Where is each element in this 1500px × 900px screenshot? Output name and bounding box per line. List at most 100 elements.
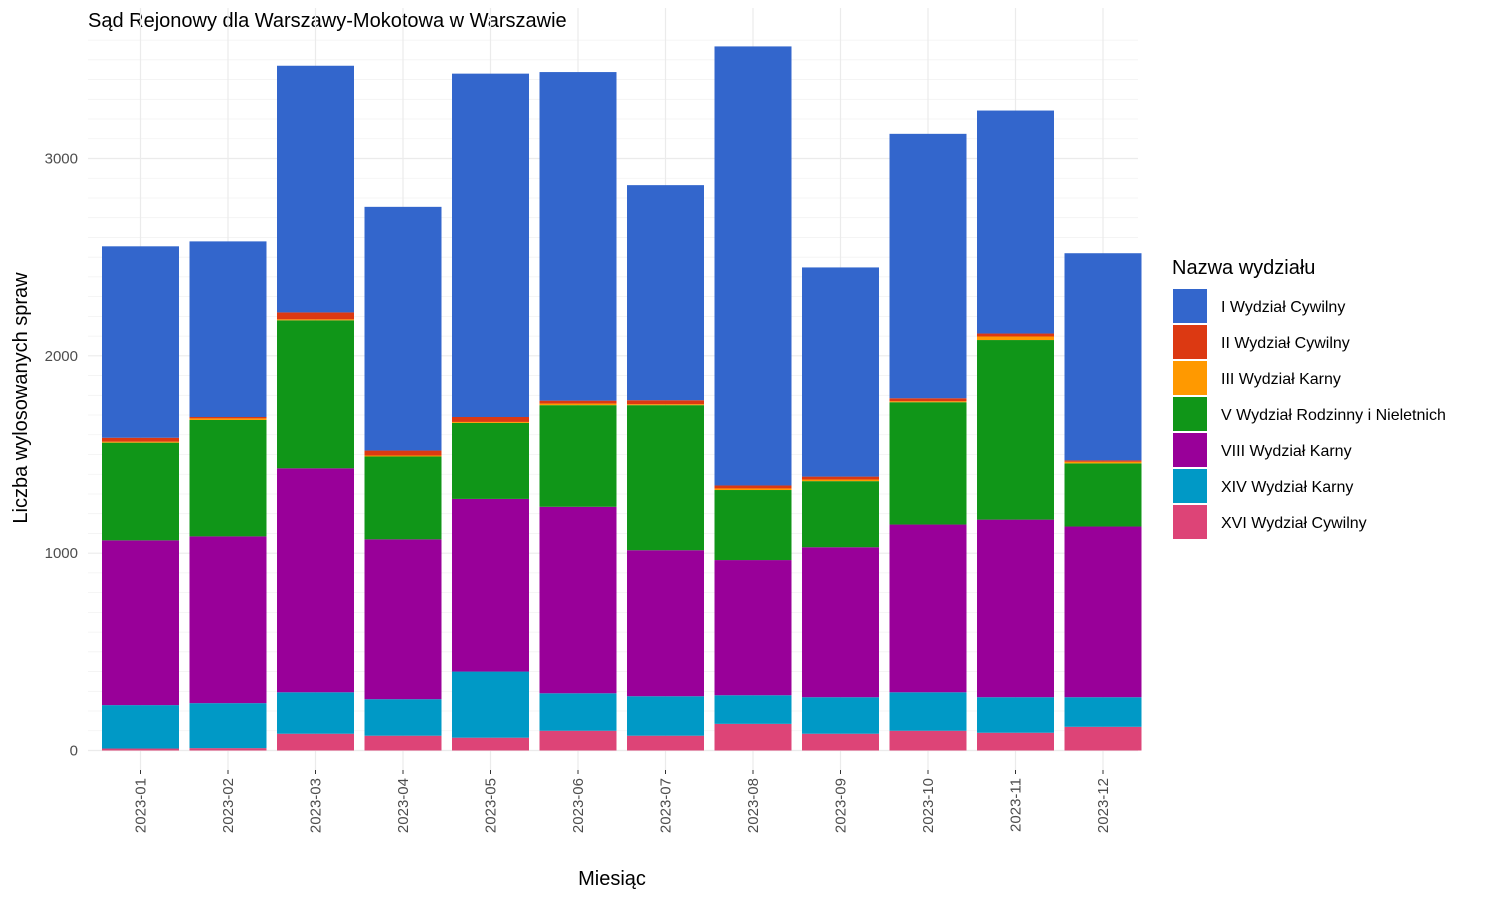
- legend-swatch: [1173, 289, 1207, 323]
- bar-segment: [1064, 726, 1142, 751]
- bar-segment: [714, 490, 792, 561]
- bar-segment: [539, 400, 617, 404]
- bar-segment: [102, 246, 179, 438]
- bar-segment: [452, 73, 529, 418]
- bar-segment: [1064, 526, 1142, 698]
- bar-segment: [452, 737, 529, 751]
- y-axis-title: Liczba wylosowanych spraw: [10, 272, 32, 524]
- y-tick-label: 0: [70, 743, 78, 760]
- bar-segment: [539, 72, 617, 401]
- legend-swatch: [1173, 397, 1207, 431]
- bar-segment: [539, 730, 617, 751]
- bar-segment: [189, 748, 267, 751]
- bar-segment: [102, 540, 179, 706]
- bar-segment: [802, 733, 879, 751]
- x-axis-title: Miesiąc: [578, 868, 646, 890]
- bar-segment: [452, 498, 529, 672]
- bar-segment: [714, 560, 792, 696]
- bar-segment: [277, 468, 354, 693]
- bar-segment: [627, 405, 704, 551]
- bar-segment: [714, 695, 792, 724]
- bar-segment: [1064, 253, 1142, 461]
- bar-segment: [627, 404, 704, 406]
- bar-segment: [102, 442, 179, 541]
- bar-segment: [1064, 461, 1142, 464]
- bar-segment: [714, 723, 792, 751]
- x-tick-label: 2023-08: [745, 778, 762, 833]
- x-tick-label: 2023-01: [133, 778, 150, 833]
- y-tick-label: 3000: [45, 151, 78, 168]
- bar-segment: [452, 422, 529, 499]
- bar-segment: [189, 418, 267, 420]
- bar-segment: [714, 485, 792, 489]
- bar-segment: [889, 730, 967, 751]
- bar-segment: [277, 65, 354, 313]
- bar-segment: [977, 732, 1054, 751]
- y-tick-label: 1000: [45, 545, 78, 562]
- x-tick-label: 2023-11: [1008, 778, 1025, 832]
- bar-segment: [102, 437, 179, 442]
- chart-title: Sąd Rejonowy dla Warszawy-Mokotowa w War…: [88, 10, 567, 32]
- bar-segment: [1064, 697, 1142, 727]
- bar-segment: [627, 550, 704, 697]
- bar-segment: [889, 402, 967, 525]
- legend-label: V Wydział Rodzinny i Nieletnich: [1221, 407, 1446, 424]
- legend-label: XIV Wydział Karny: [1221, 479, 1353, 496]
- bar-segment: [102, 748, 179, 751]
- bar-segment: [364, 206, 442, 451]
- bar-segment: [889, 398, 967, 402]
- bar-segment: [627, 185, 704, 401]
- bar-segment: [539, 403, 617, 406]
- bar-segment: [364, 539, 442, 700]
- bar-segment: [889, 133, 967, 399]
- bar-segment: [277, 320, 354, 469]
- bar-segment: [189, 703, 267, 749]
- legend-swatch: [1173, 361, 1207, 395]
- y-axis: 0 1000 2000 3000: [45, 151, 78, 760]
- bar-segment: [277, 733, 354, 751]
- legend: Nazwa wydziału I Wydział Cywilny II Wydzi…: [1172, 257, 1446, 539]
- bar-segment: [977, 333, 1054, 337]
- bar-segment: [189, 536, 267, 704]
- bar-segment: [802, 479, 879, 482]
- bar-segment: [102, 705, 179, 749]
- legend-swatch: [1173, 433, 1207, 467]
- legend-title: Nazwa wydziału: [1172, 257, 1315, 279]
- bar-segment: [277, 319, 354, 321]
- x-axis: 2023-01 2023-02 2023-03 2023-04 2023-05 2023-…: [133, 770, 1112, 833]
- bar-segment: [889, 692, 967, 731]
- legend-label: VIII Wydział Karny: [1221, 443, 1352, 460]
- bar-segment: [714, 46, 792, 486]
- bar-segment: [802, 547, 879, 698]
- bar-segment: [802, 697, 879, 734]
- legend-label: III Wydział Karny: [1221, 371, 1341, 388]
- bar-segment: [539, 405, 617, 507]
- bar-segment: [364, 456, 442, 540]
- bar-segment: [452, 417, 529, 422]
- x-tick-label: 2023-10: [920, 778, 937, 833]
- bar-segment: [452, 671, 529, 738]
- bar-segment: [1064, 460, 1142, 462]
- legend-label: II Wydział Cywilny: [1221, 335, 1350, 352]
- legend-label: XVI Wydział Cywilny: [1221, 515, 1367, 532]
- bar-segment: [977, 519, 1054, 698]
- bar-segment: [364, 455, 442, 457]
- legend-label: I Wydział Cywilny: [1221, 299, 1345, 316]
- bar-segment: [189, 417, 267, 419]
- bar-segment: [889, 524, 967, 693]
- bar-segment: [977, 697, 1054, 733]
- bar-segment: [977, 110, 1054, 334]
- bar-segment: [277, 312, 354, 320]
- bars: [102, 46, 1142, 751]
- legend-swatch: [1173, 325, 1207, 359]
- x-tick-label: 2023-12: [1095, 778, 1112, 833]
- bar-segment: [364, 450, 442, 456]
- bar-segment: [627, 735, 704, 751]
- bar-segment: [364, 699, 442, 736]
- legend-swatch: [1173, 505, 1207, 539]
- bar-segment: [627, 696, 704, 736]
- x-tick-label: 2023-04: [395, 778, 412, 833]
- x-tick-label: 2023-02: [220, 778, 237, 833]
- y-tick-label: 2000: [45, 348, 78, 365]
